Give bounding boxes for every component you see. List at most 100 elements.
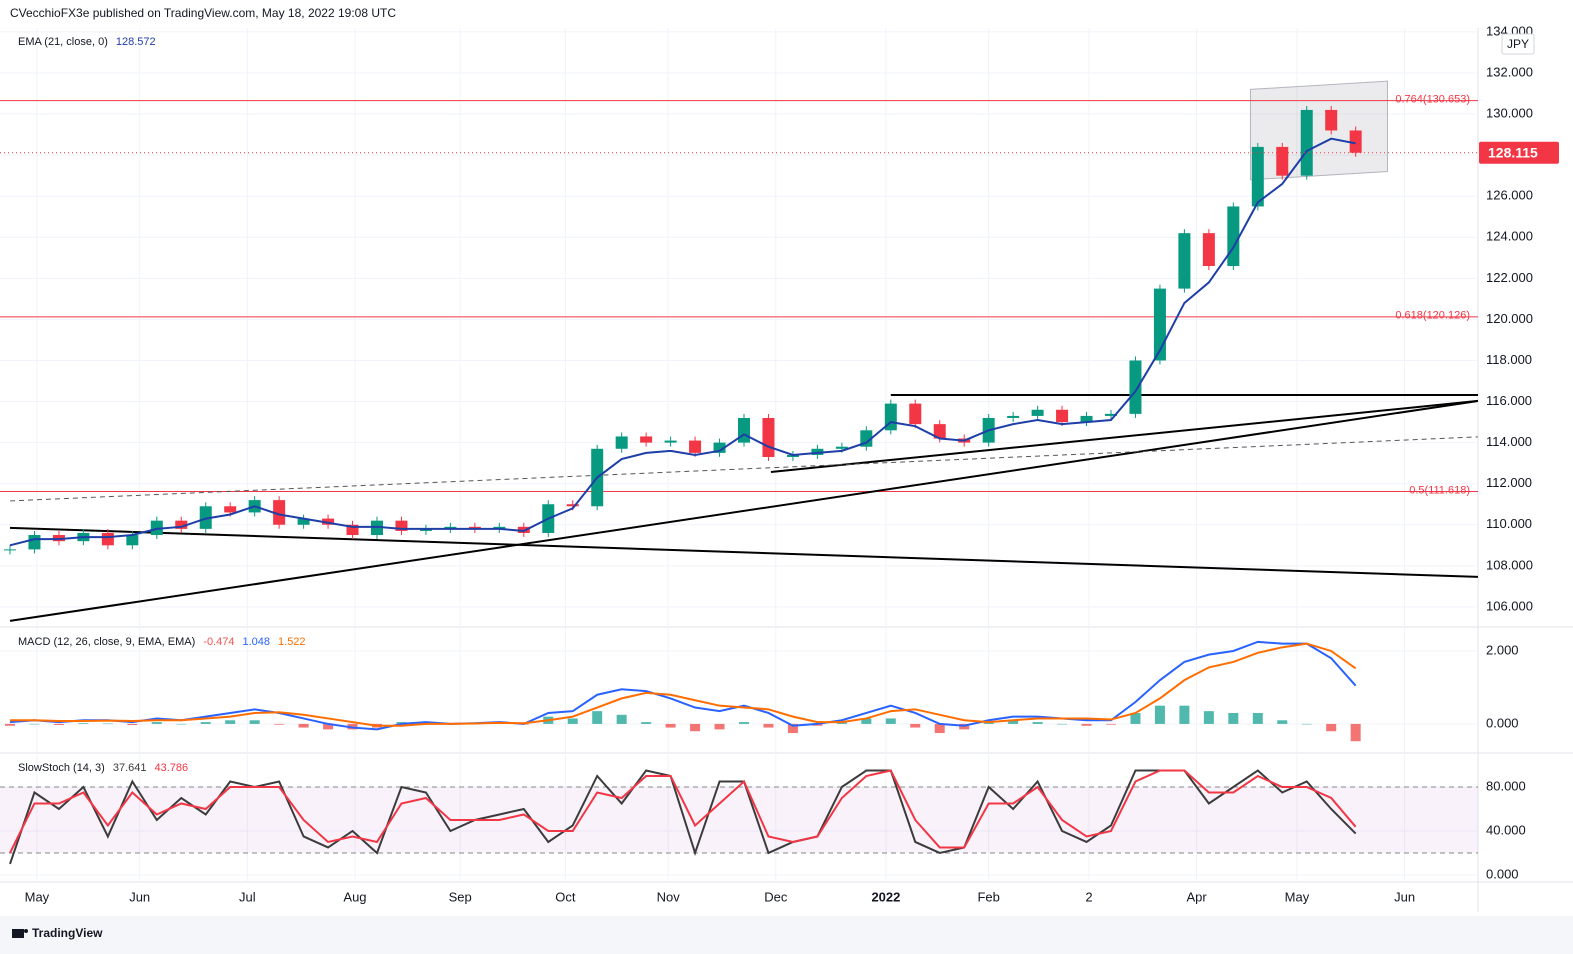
x-tick-label: Jul xyxy=(239,889,256,904)
y-tick-label: 120.000 xyxy=(1486,311,1533,326)
brand-logo xyxy=(12,929,28,938)
histogram-bar xyxy=(53,723,64,726)
candle xyxy=(395,520,408,531)
candle xyxy=(689,440,702,453)
footer-brand[interactable]: TradingView xyxy=(32,926,103,940)
candle xyxy=(468,526,481,529)
x-tick-label: Jun xyxy=(1394,889,1415,904)
y-tick-label: 116.000 xyxy=(1486,393,1532,408)
candle xyxy=(1227,206,1240,267)
candle xyxy=(28,535,41,550)
x-tick-label: Aug xyxy=(343,889,366,904)
histogram-bar xyxy=(910,723,921,728)
histogram-bar xyxy=(1179,705,1190,724)
pane: 0.764(130.653) 0.618(120.126) 0.5(111.618) xyxy=(0,31,1478,622)
candle xyxy=(1056,409,1069,423)
histogram-bar xyxy=(176,723,187,725)
last-price-label: 128.115 xyxy=(1488,144,1538,160)
candle xyxy=(640,436,653,443)
candle xyxy=(664,440,677,443)
candle xyxy=(1080,415,1093,423)
histogram-bar xyxy=(1277,720,1288,724)
currency-label: JPY xyxy=(1507,37,1529,51)
candle xyxy=(1007,415,1020,418)
candle xyxy=(713,442,726,453)
candle xyxy=(566,504,579,507)
histogram-bar xyxy=(567,718,578,724)
y-tick-label: 124.000 xyxy=(1486,229,1533,244)
histogram-bar xyxy=(1252,712,1263,724)
channel xyxy=(1249,80,1388,181)
trendline xyxy=(9,436,1478,502)
histogram-bar xyxy=(102,723,113,725)
y-tick-label: 114.000 xyxy=(1486,434,1532,449)
histogram-bar xyxy=(1228,712,1239,724)
y-tick-label: 0.000 xyxy=(1486,715,1519,730)
histogram-bar xyxy=(29,723,40,725)
trendline xyxy=(9,526,1478,578)
x-tick-label: Nov xyxy=(657,889,681,904)
candle xyxy=(835,446,848,449)
histogram-bar xyxy=(225,720,236,724)
histogram-bar xyxy=(249,720,260,724)
x-tick-label: May xyxy=(25,889,50,904)
candle xyxy=(101,532,114,546)
candle xyxy=(493,526,506,529)
y-tick-label: 130.000 xyxy=(1486,105,1533,120)
candle xyxy=(909,403,922,425)
x-tick-label: Sep xyxy=(449,889,472,904)
trendline xyxy=(770,399,1478,473)
candle xyxy=(419,528,432,531)
candle xyxy=(811,448,824,455)
candle xyxy=(224,506,237,513)
candle xyxy=(1276,146,1289,176)
histogram-bar xyxy=(934,723,945,734)
candle xyxy=(786,454,799,457)
candle xyxy=(1251,146,1264,207)
histogram-bar xyxy=(885,718,896,724)
histogram-bar xyxy=(592,711,603,724)
x-tick-label: 2 xyxy=(1085,889,1092,904)
histogram-bar xyxy=(127,723,138,726)
legend-value: -0.474 xyxy=(203,636,234,648)
series-line xyxy=(9,640,1357,731)
histogram-bar xyxy=(787,723,798,734)
candle xyxy=(1300,109,1313,176)
histogram-bar xyxy=(1008,720,1019,724)
series-line xyxy=(9,137,1356,547)
x-tick-label: Jun xyxy=(129,889,150,904)
histogram-bar xyxy=(274,723,285,725)
histogram-bar xyxy=(714,723,725,730)
legend-value: 43.786 xyxy=(154,762,188,774)
candle xyxy=(1202,233,1215,267)
currency-box xyxy=(1501,33,1535,55)
histogram-bar xyxy=(298,723,309,728)
histogram-bar xyxy=(1106,723,1116,725)
histogram-bar xyxy=(1154,705,1165,724)
histogram-bar xyxy=(616,714,627,724)
x-tick-label: May xyxy=(1285,889,1310,904)
histogram-bar xyxy=(1032,722,1043,724)
y-tick-label: 80.000 xyxy=(1486,778,1526,793)
histogram-bar xyxy=(739,722,749,724)
y-tick-label: 2.000 xyxy=(1486,642,1519,657)
candle xyxy=(933,424,946,439)
legend-title: EMA (21, close, 0) xyxy=(18,36,108,48)
y-tick-label: 112.000 xyxy=(1486,475,1532,490)
pane xyxy=(0,769,1478,876)
histogram-bar xyxy=(763,723,774,728)
legend-value: 1.522 xyxy=(278,636,306,648)
candle xyxy=(4,549,16,551)
stoch-band xyxy=(0,786,1478,853)
histogram-bar xyxy=(690,723,701,732)
candle xyxy=(150,520,163,536)
x-tick-label: Oct xyxy=(555,889,576,904)
y-tick-label: 0.000 xyxy=(1486,866,1519,881)
y-tick-label: 108.000 xyxy=(1486,557,1533,572)
histogram-bar xyxy=(323,723,334,730)
candle xyxy=(273,500,286,525)
y-tick-label: 118.000 xyxy=(1486,352,1532,367)
candle xyxy=(199,506,212,529)
legend-title: MACD (12, 26, close, 9, EMA, EMA) xyxy=(18,636,195,648)
